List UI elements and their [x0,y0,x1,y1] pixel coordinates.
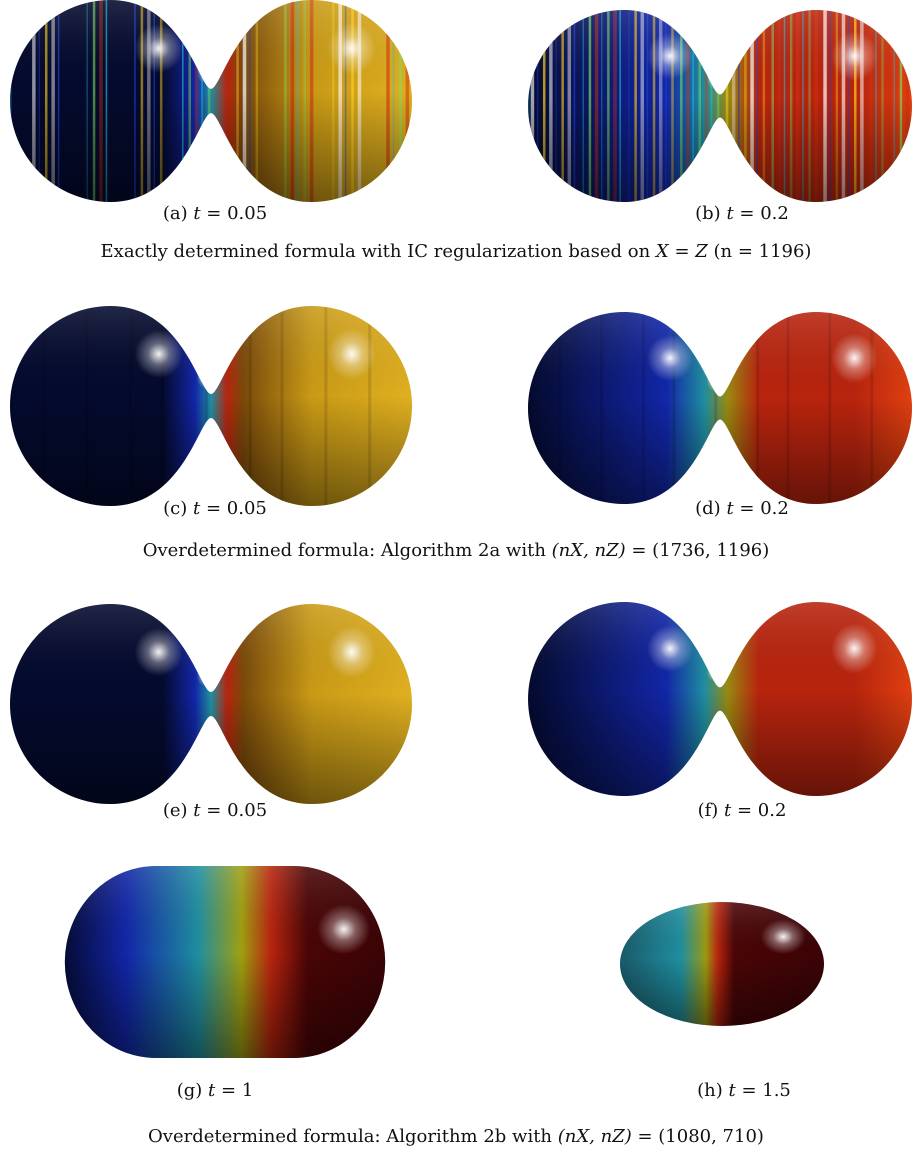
caption-c: (c) t = 0.05 [163,498,267,519]
row-caption-2-after: = (1736, 1196) [625,540,770,561]
caption-f-value: 0.2 [757,800,787,821]
caption-d: (d) t = 0.2 [695,498,789,519]
panel-g-surface [64,866,386,1058]
panel-f [528,602,912,796]
panel-c-surface [10,306,412,506]
caption-h-label: (h) [697,1080,723,1101]
caption-b-var: t [726,203,734,224]
caption-c-value: 0.05 [226,498,267,519]
panel-h-surface [620,902,824,1026]
caption-e-value: 0.05 [227,800,268,821]
caption-c-var: t [193,498,201,519]
caption-b-value: 0.2 [760,203,789,224]
caption-a-label: (a) [162,203,188,224]
row-caption-3-after: = (1080, 710) [631,1126,764,1147]
caption-g-var: t [208,1080,216,1101]
panel-d-surface [528,312,912,504]
caption-a-var: t [193,203,201,224]
panel-f-surface [528,602,912,796]
row-caption-2-math: (nX, nZ) [551,540,626,561]
caption-b-label: (b) [695,203,721,224]
row-caption-2: Overdetermined formula: Algorithm 2a wit… [0,540,912,561]
caption-h: (h) t = 1.5 [697,1080,791,1101]
caption-f-var: t [724,800,732,821]
row-caption-2-before: Overdetermined formula: Algorithm 2a wit… [142,540,552,561]
panel-e [10,604,412,804]
caption-e-var: t [193,800,201,821]
panel-b-surface [528,10,912,202]
caption-d-var: t [726,498,734,519]
caption-f-label: (f) [697,800,719,821]
caption-g: (g) t = 1 [176,1080,254,1101]
row-caption-1-math: X = Z [655,241,708,262]
caption-a: (a) t = 0.05 [162,203,268,224]
caption-c-label: (c) [163,498,188,519]
caption-h-value: 1.5 [762,1080,791,1101]
caption-d-value: 0.2 [760,498,789,519]
panel-a-surface [10,0,412,202]
caption-a-value: 0.05 [227,203,268,224]
caption-e-label: (e) [162,800,188,821]
panel-h [620,902,824,1026]
row-caption-3-before: Overdetermined formula: Algorithm 2b wit… [148,1126,558,1147]
caption-g-value: 1 [241,1080,254,1101]
caption-h-var: t [728,1080,736,1101]
caption-g-label: (g) [176,1080,203,1101]
panel-a [10,0,412,202]
caption-d-label: (d) [695,498,721,519]
caption-f: (f) t = 0.2 [697,800,787,821]
row-caption-1-before: Exactly determined formula with IC regul… [100,241,656,262]
panel-d [528,312,912,504]
caption-b: (b) t = 0.2 [695,203,789,224]
panel-e-surface [10,604,412,804]
panel-b [528,10,912,202]
panel-g [60,866,390,1058]
row-caption-3: Overdetermined formula: Algorithm 2b wit… [0,1126,912,1147]
panel-c [10,306,412,506]
caption-e: (e) t = 0.05 [162,800,268,821]
row-caption-3-math: (nX, nZ) [557,1126,632,1147]
row-caption-1: Exactly determined formula with IC regul… [0,241,912,262]
row-caption-1-after: (n = 1196) [707,241,812,262]
